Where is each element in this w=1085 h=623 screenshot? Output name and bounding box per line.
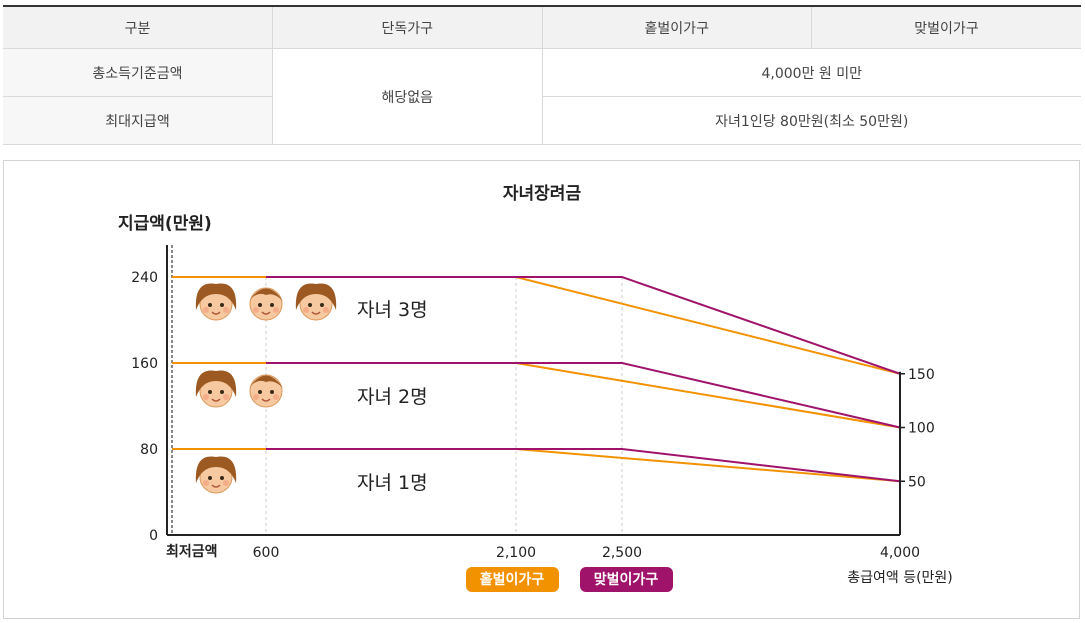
child-face-icon xyxy=(195,283,237,321)
row-label-max-payment: 최대지급액 xyxy=(3,96,273,145)
single-household-value: 해당없음 xyxy=(272,48,543,145)
legend-dual-income: 맞벌이가구 xyxy=(580,567,673,592)
child-face-icon xyxy=(295,283,337,321)
group-label-1: 자녀 1명 xyxy=(357,472,428,494)
child-incentive-chart: 자녀장려금 지급액(만원) 0 80 160 240 50 100 150 600 2,100 2… xyxy=(118,184,953,592)
single-income-line-1 xyxy=(172,448,901,483)
child-face-icon xyxy=(249,374,283,408)
y-tick-160: 160 xyxy=(131,356,158,372)
single-income-line-3 xyxy=(172,276,901,375)
child-face-icon xyxy=(195,456,237,494)
x-tick-2,100: 2,100 xyxy=(496,545,536,561)
header-dual-income: 맞벌이가구 xyxy=(811,6,1081,49)
header-single-income: 홑벌이가구 xyxy=(542,6,812,49)
row-label-income-threshold: 총소득기준금액 xyxy=(3,48,273,97)
right-tick-100: 100 xyxy=(908,421,935,437)
y-axis-label: 지급액(만원) xyxy=(118,214,212,234)
legend-dual-income-badge xyxy=(580,567,673,592)
x-tick-2,500: 2,500 xyxy=(602,545,642,561)
x-axis-label: 총급여액 등(만원) xyxy=(847,570,953,586)
chart-title: 자녀장려금 xyxy=(503,184,582,204)
legend-dual-income-label: 맞벌이가구 xyxy=(594,571,659,588)
y-tick-240: 240 xyxy=(131,270,158,286)
legend-single-income: 홑벌이가구 xyxy=(466,567,559,592)
y-tick-80: 80 xyxy=(140,442,158,458)
max-payment-value: 자녀1인당 80만원(최소 50만원) xyxy=(542,96,1081,145)
dual-income-line-1 xyxy=(266,448,901,483)
x-tick-4,000: 4,000 xyxy=(880,545,920,561)
legend-single-income-badge xyxy=(466,567,559,592)
header-category: 구분 xyxy=(3,6,273,49)
right-tick-50: 50 xyxy=(908,474,926,490)
info-table: 구분 단독가구 홑벌이가구 맞벌이가구 총소득기준금액 해당없음 4,000만 … xyxy=(3,5,1081,145)
right-tick-150: 150 xyxy=(908,367,935,383)
group-label-3: 자녀 3명 xyxy=(357,299,428,321)
dual-income-line-2 xyxy=(266,362,901,429)
dual-income-line-3 xyxy=(266,276,901,375)
chart-container: 자녀장려금 지급액(만원) 0 80 160 240 50 100 150 600 2,100 2… xyxy=(3,160,1080,619)
x-min-label: 최저금액 xyxy=(166,543,218,560)
income-threshold-value: 4,000만 원 미만 xyxy=(542,48,1081,97)
x-tick-600: 600 xyxy=(253,545,280,561)
child-face-icon xyxy=(249,287,283,321)
header-single: 단독가구 xyxy=(272,6,543,49)
child-face-icon xyxy=(195,370,237,408)
legend-single-income-label: 홑벌이가구 xyxy=(480,571,545,588)
group-label-2: 자녀 2명 xyxy=(357,386,428,408)
y-tick-0: 0 xyxy=(149,528,158,544)
